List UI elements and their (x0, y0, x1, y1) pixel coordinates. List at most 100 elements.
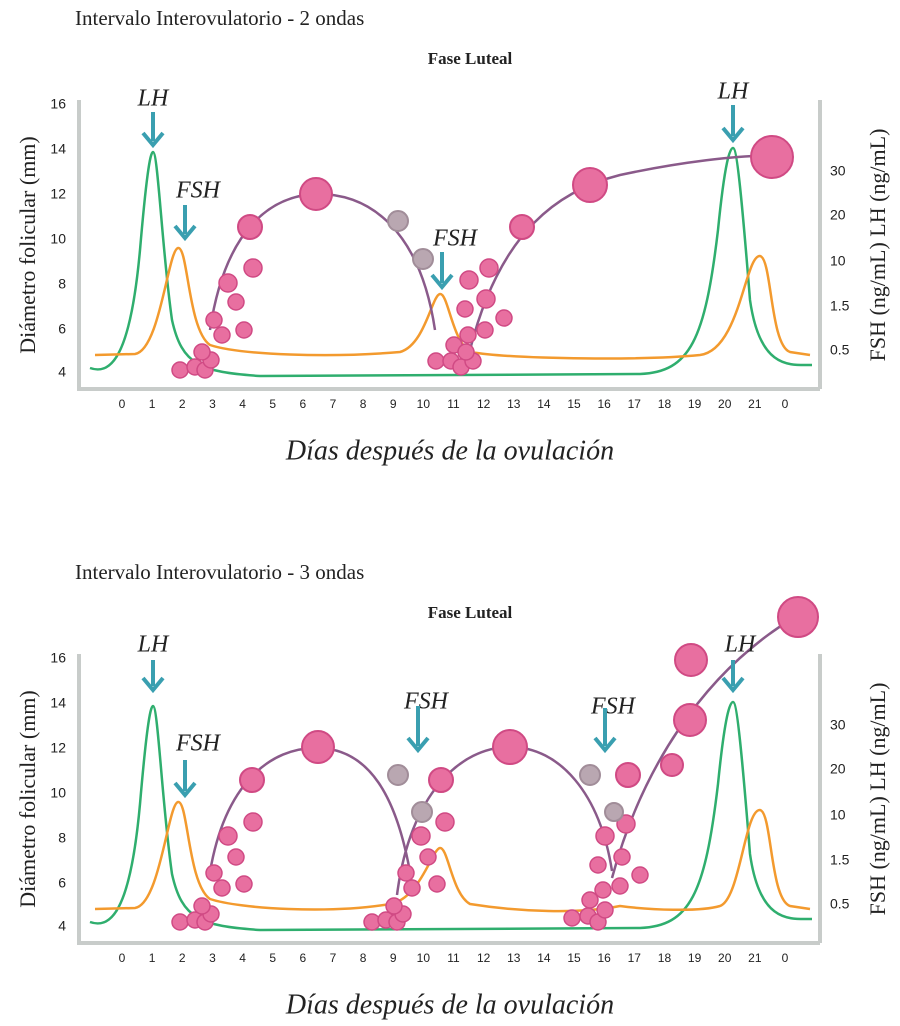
hormone-annotation: LH (137, 86, 170, 112)
small-follicle (193, 897, 211, 915)
small-follicle (457, 343, 475, 361)
axis-frame (77, 654, 822, 945)
x-tick-label: 19 (688, 397, 702, 411)
small-follicle (243, 812, 263, 832)
atretic-follicle (412, 248, 434, 270)
small-follicle (595, 826, 615, 846)
x-tick-label: 16 (598, 951, 612, 965)
atretic-follicle (387, 210, 409, 232)
follicle (572, 167, 608, 203)
follicle (239, 767, 265, 793)
y-axis-label: Diámetro folicular (mm) (15, 690, 40, 907)
x-tick-label: 0 (119, 951, 126, 965)
x-tick-label: 14 (537, 397, 551, 411)
small-follicle (218, 826, 238, 846)
y2-tick-label: 1.5 (830, 852, 850, 868)
x-tick-label: 9 (390, 951, 397, 965)
small-follicle (459, 270, 479, 290)
x-tick-label: 15 (567, 951, 581, 965)
lh-curve (89, 700, 813, 932)
y-tick-label: 12 (50, 740, 66, 756)
atretic-follicle (411, 801, 433, 823)
hormone-annotation: FSH (175, 178, 222, 204)
small-follicle (235, 321, 253, 339)
x-tick-label: 3 (209, 397, 216, 411)
x-tick-label: 17 (628, 951, 642, 965)
y2-tick-label: 0.5 (830, 342, 850, 358)
x-tick-label: 7 (330, 397, 337, 411)
y-tick-label: 12 (50, 186, 66, 202)
panel-title: Intervalo Interovulatorio - 2 ondas (75, 6, 364, 30)
x-axis-label: Días después de la ovulación (285, 989, 614, 1020)
arrow (721, 105, 745, 144)
arrow (721, 660, 745, 694)
follicle (660, 753, 684, 777)
small-follicle (495, 309, 513, 327)
small-follicle (419, 848, 437, 866)
follicle (615, 762, 641, 788)
x-tick-label: 7 (330, 951, 337, 965)
axis-frame (77, 100, 822, 391)
y-tick-label: 8 (58, 830, 66, 846)
small-follicle (243, 258, 263, 278)
x-tick-label: 18 (658, 397, 672, 411)
small-follicle (213, 879, 231, 897)
small-follicle (227, 848, 245, 866)
fsh-curve (94, 800, 811, 913)
lh-curve (89, 146, 813, 378)
small-follicle (459, 326, 477, 344)
arrow (173, 205, 197, 242)
x-tick-label: 2 (179, 951, 186, 965)
x-tick-label: 13 (507, 951, 521, 965)
follicle (509, 214, 535, 240)
x-tick-label: 6 (299, 397, 306, 411)
x-tick-label: 11 (447, 951, 460, 965)
x-tick-label: 20 (718, 397, 732, 411)
small-follicle (594, 881, 612, 899)
x-tick-label: 1 (149, 397, 156, 411)
x-tick-label: 21 (748, 397, 762, 411)
x-tick-label: 6 (299, 951, 306, 965)
hormone-annotation: LH (717, 79, 750, 105)
small-follicle (631, 866, 649, 884)
y-axis-label: Diámetro folicular (mm) (15, 136, 40, 353)
small-follicle (427, 352, 445, 370)
x-tick-label: 2 (179, 397, 186, 411)
x-tick-label: 9 (390, 397, 397, 411)
y2-tick-label: 1.5 (830, 298, 850, 314)
atretic-follicle (579, 764, 601, 786)
small-follicle (171, 913, 189, 931)
small-follicle (596, 901, 614, 919)
atretic-follicle (604, 802, 624, 822)
y-tick-label: 6 (58, 321, 66, 337)
arrow (593, 708, 617, 754)
small-follicle (227, 293, 245, 311)
arrow (406, 706, 430, 754)
small-follicle (213, 326, 231, 344)
follicle (777, 596, 819, 638)
y-tick-label: 4 (58, 918, 66, 934)
follicle-wave (395, 745, 614, 896)
phase-label: Fase Luteal (428, 603, 513, 622)
hormone-annotation: FSH (590, 694, 637, 720)
small-follicle (205, 864, 223, 882)
small-follicle (476, 289, 496, 309)
follicle (299, 177, 333, 211)
y2-tick-label: 10 (830, 253, 846, 269)
fsh-curve (94, 246, 811, 360)
x-tick-label: 0 (119, 397, 126, 411)
x-tick-label: 0 (782, 397, 789, 411)
x-tick-label: 21 (748, 951, 762, 965)
atretic-follicle (387, 764, 409, 786)
x-tick-label: 8 (360, 951, 367, 965)
x-tick-label: 12 (477, 397, 491, 411)
small-follicle (193, 343, 211, 361)
small-follicle (385, 897, 403, 915)
x-tick-label: 8 (360, 397, 367, 411)
hormone-annotation: LH (137, 632, 170, 658)
small-follicle (403, 879, 421, 897)
panel-title: Intervalo Interovulatorio - 3 ondas (75, 560, 364, 584)
small-follicle (428, 875, 446, 893)
follicle (492, 729, 528, 765)
y2-tick-label: 30 (830, 717, 846, 733)
